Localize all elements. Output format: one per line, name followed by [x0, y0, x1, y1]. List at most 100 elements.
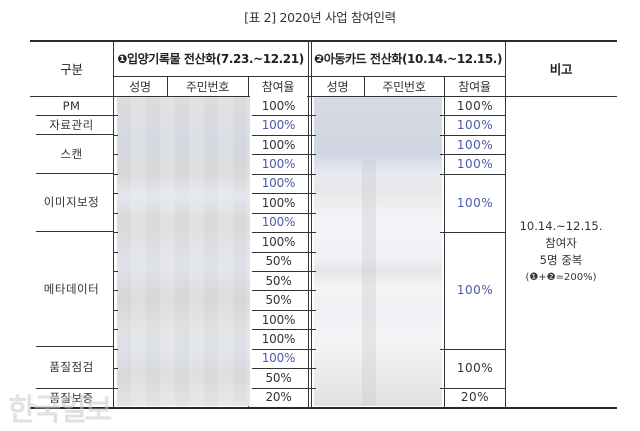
row-tick — [304, 270, 316, 272]
remarks-line-1: 10.14.~12.15. — [519, 219, 603, 233]
category-data-management: 자료관리 — [49, 117, 94, 132]
subheader-g2-rate: 참여율 — [458, 79, 491, 94]
header-remarks: 비고 — [549, 61, 573, 77]
col-divider-remarks — [505, 40, 506, 408]
group1-rate-separator — [252, 329, 308, 331]
row-tick — [113, 270, 118, 272]
subheader-g1-name: 성명 — [129, 79, 151, 94]
remarks-note: 10.14.~12.15. 참여자 5명 중복 (❶+❷=200%) — [505, 218, 617, 286]
group1-rate-cell: 100% — [250, 154, 307, 174]
row-tick — [113, 115, 118, 117]
group1-rate-cell: 100% — [250, 134, 307, 155]
group1-rate-cell: 100% — [250, 173, 307, 194]
group1-rate-cell: 100% — [250, 232, 307, 252]
group1-rate-separator — [252, 193, 308, 195]
group1-rate-cell: 100% — [250, 348, 307, 369]
col-divider-g1-name — [167, 76, 168, 96]
header-group-divider — [113, 76, 505, 77]
group1-rate-separator — [252, 387, 308, 389]
category-image-correction: 이미지보정 — [43, 195, 100, 209]
header-group1: ❶입양기록물 전산화(7.23.~12.21) — [117, 51, 304, 66]
group1-rate-separator — [252, 154, 308, 156]
col-divider-group-b — [311, 40, 312, 408]
table-bottom-border — [30, 407, 617, 409]
group1-rate-cell: 50% — [250, 290, 307, 310]
group2-rate-cell: 100% — [456, 157, 494, 172]
row-tick — [113, 309, 118, 311]
group1-rate-cell: 100% — [250, 309, 307, 330]
row-tick — [113, 212, 118, 214]
remarks-line-4: (❶+❷=200%) — [525, 272, 597, 283]
row-tick — [113, 154, 118, 156]
col-divider-g1-id — [248, 76, 249, 96]
row-tick — [304, 212, 316, 214]
group1-rate-separator — [252, 251, 308, 253]
group1-rate-cell: 50% — [250, 368, 307, 388]
row-tick — [113, 251, 118, 253]
row-tick — [113, 348, 118, 350]
table-top-border — [30, 40, 617, 42]
row-tick — [304, 173, 316, 175]
group2-rate-separator — [440, 134, 505, 136]
col-divider-category — [113, 40, 114, 408]
group2-rate-cell: 20% — [460, 390, 490, 405]
table-title: [표 2] 2020년 사업 참여인력 — [244, 10, 396, 25]
subheader-g1-id: 주민번호 — [185, 79, 230, 94]
group2-rate-cell: 100% — [456, 195, 494, 210]
header-bottom-border — [30, 96, 617, 97]
group1-rate-cell: 20% — [250, 387, 307, 407]
redacted-personal-info-group2 — [314, 97, 442, 406]
category-metadata: 메타데이터 — [43, 281, 100, 296]
col-divider-g2-name — [364, 76, 365, 96]
group2-rate-cell: 100% — [456, 137, 494, 152]
group1-rate-cell: 50% — [250, 251, 307, 271]
row-tick — [113, 290, 118, 292]
row-tick — [304, 387, 316, 389]
watermark-logo: 한국일보 — [8, 393, 112, 428]
group2-rate-cell: 100% — [456, 283, 494, 298]
row-tick — [304, 134, 316, 136]
row-tick — [113, 193, 118, 195]
cat-sep — [36, 115, 113, 116]
group1-rate-separator — [252, 232, 308, 234]
header-group2: ❷아동카드 전산화(10.14.~12.15.) — [313, 51, 503, 66]
group2-rate-separator — [440, 348, 505, 350]
row-tick — [304, 309, 316, 311]
row-tick — [113, 368, 118, 370]
group1-rate-cell: 100% — [250, 96, 307, 116]
group1-rate-separator — [252, 309, 308, 311]
remarks-line-2: 참여자 — [545, 236, 577, 250]
cat-sep — [36, 134, 113, 135]
remarks-line-3: 5명 중복 — [539, 253, 583, 267]
category-pm: PM — [62, 98, 81, 113]
row-tick — [304, 232, 316, 234]
group2-rate-separator — [440, 232, 505, 234]
group1-rate-cell: 100% — [250, 193, 307, 213]
row-tick — [113, 387, 118, 389]
row-tick — [304, 251, 316, 253]
group1-rate-separator — [252, 134, 308, 136]
row-tick — [304, 290, 316, 292]
group2-rate-cell: 100% — [456, 361, 494, 376]
redacted-personal-info-group1 — [117, 97, 251, 406]
row-tick — [113, 134, 118, 136]
redacted-overlay-g2 — [362, 160, 376, 406]
redacted-overlay-g1 — [117, 97, 251, 406]
col-divider-g2-rate — [444, 96, 445, 407]
cat-sep — [36, 173, 113, 174]
row-tick — [113, 232, 118, 234]
group1-rate-separator — [252, 173, 308, 175]
category-quality-check: 품질점검 — [49, 360, 94, 374]
row-tick — [304, 329, 316, 331]
row-tick — [113, 329, 118, 331]
row-tick — [304, 115, 316, 117]
group1-rate-separator — [252, 270, 308, 272]
group2-rate-separator — [440, 154, 505, 156]
cat-sep — [36, 346, 113, 347]
cat-sep — [36, 388, 113, 389]
subheader-g2-name: 성명 — [326, 79, 349, 94]
subheader-g1-rate: 참여율 — [261, 79, 295, 94]
group2-rate-cell: 100% — [456, 98, 494, 113]
group1-rate-separator — [252, 115, 308, 117]
group1-rate-cell: 100% — [250, 115, 307, 135]
